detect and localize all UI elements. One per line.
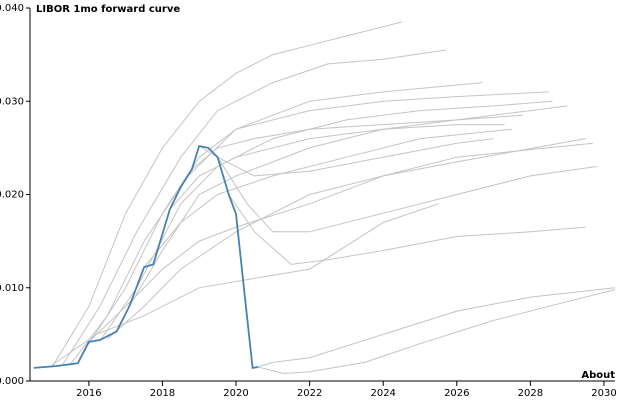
forward-curve	[99, 100, 553, 342]
forward-curve	[169, 124, 505, 210]
forward-curve	[257, 289, 616, 375]
forward-curve	[88, 138, 586, 343]
forward-curve	[143, 128, 513, 268]
x-tick-label: 2024	[370, 388, 395, 399]
y-axis-title: LIBOR 1mo forward curve	[36, 4, 180, 15]
y-tick-label: 0.000	[0, 376, 24, 387]
forward-curve	[62, 49, 446, 365]
x-tick-label: 2028	[518, 388, 543, 399]
forward-curve	[106, 142, 593, 340]
x-tick-label: 2018	[150, 388, 175, 399]
x-tick-label: 2026	[444, 388, 469, 399]
y-tick-label: 0.030	[0, 96, 24, 107]
forward-curve	[217, 156, 597, 233]
x-tick-label: 2022	[297, 388, 322, 399]
forward-curve	[128, 114, 524, 307]
forward-curve	[254, 287, 616, 369]
forward-curve	[51, 203, 439, 366]
x-tick-label: 2030	[591, 388, 616, 399]
forward-curve	[33, 144, 259, 369]
x-axis-title: About	[581, 370, 615, 381]
forward-curve	[228, 194, 586, 265]
forward-curve	[51, 21, 402, 368]
y-tick-label: 0.020	[0, 190, 24, 201]
y-tick-label: 0.040	[0, 3, 24, 14]
x-tick-label: 2020	[223, 388, 248, 399]
y-tick-label: 0.010	[0, 283, 24, 294]
forward-curve	[88, 91, 549, 344]
x-tick-label: 2016	[76, 388, 101, 399]
forward-curve	[191, 105, 568, 170]
